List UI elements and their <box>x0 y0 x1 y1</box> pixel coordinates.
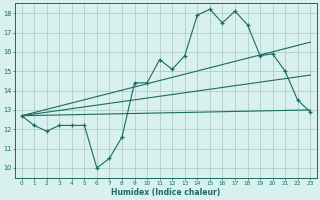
X-axis label: Humidex (Indice chaleur): Humidex (Indice chaleur) <box>111 188 220 197</box>
